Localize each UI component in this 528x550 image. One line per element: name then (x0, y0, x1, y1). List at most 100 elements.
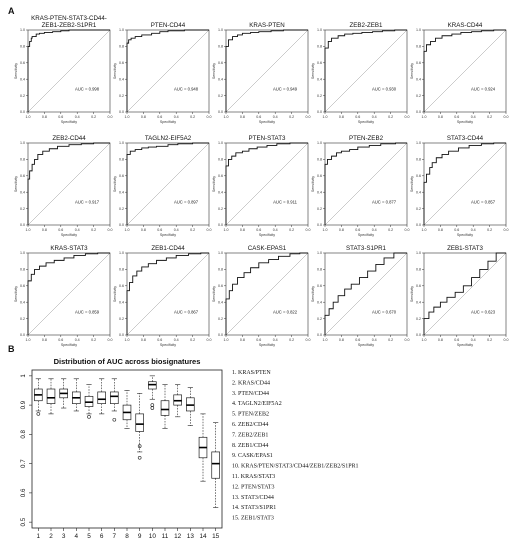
roc-panel: STAT3-S1PR1 AUC = 0.670 1.0 0.8 0.6 0.4 0.2 0.0… (311, 245, 410, 347)
y-tick-label: 1.0 (218, 251, 223, 255)
x-tick-label: 11 (162, 533, 169, 540)
auc-label: AUC = 0.859 (75, 310, 100, 315)
y-tick-label: 1.0 (119, 141, 124, 145)
legend-item: 4. TAGLN2/EIF5A2 (232, 401, 282, 407)
roc-panel: ZEB2-ZEB1 AUC = 0.930 1.0 0.8 0.6 0.4 0.2 0.0 0.… (311, 22, 410, 124)
x-tick-label: 0.4 (471, 115, 476, 119)
x-tick-label: 0.4 (75, 228, 80, 232)
iqr-box (46, 388, 56, 404)
x-tick-label: 0.8 (438, 338, 443, 342)
roc-title: ZEB1-CD44 (151, 245, 185, 252)
outlier-point (150, 403, 155, 407)
y-tick-label: 0.4 (20, 300, 25, 304)
y-tick-label: 1.0 (317, 251, 322, 255)
x-axis-label: Specificity (160, 343, 176, 347)
legend-item: 9. CASK/EPAS1 (232, 453, 273, 459)
y-tick-label: 0.6 (218, 284, 223, 288)
legend-item: 7. ZEB2/ZEB1 (232, 432, 268, 438)
x-tick-label: 0.0 (207, 228, 212, 232)
y-tick-label: 0.8 (416, 268, 421, 272)
legend-item: 15. ZEB1/STAT3 (232, 516, 274, 522)
reference-diagonal (225, 29, 309, 113)
y-axis-label: Sensitivity (311, 286, 315, 302)
x-tick-label: 0.4 (372, 338, 377, 342)
x-tick-label: 13 (187, 533, 195, 540)
x-tick-label: 0.2 (388, 228, 393, 232)
x-tick-label: 0.0 (405, 228, 410, 232)
x-tick-label: 1.0 (224, 228, 229, 232)
x-tick-label: 8 (125, 533, 129, 540)
x-tick-label: 0.0 (405, 115, 410, 119)
y-tick-label: 0.8 (20, 158, 25, 162)
reference-diagonal (423, 142, 507, 226)
x-tick-label: 2 (49, 533, 53, 540)
roc-title: KRAS-PTEN (249, 22, 284, 29)
y-tick-label: 0.4 (317, 190, 322, 194)
iqr-box (97, 391, 106, 404)
y-tick-label: 0.8 (416, 158, 421, 162)
x-tick-label: 3 (62, 533, 66, 540)
auc-label: AUC = 0.930 (372, 87, 397, 92)
x-tick-label: 1.0 (26, 228, 31, 232)
y-axis-label: Sensitivity (311, 63, 315, 79)
x-tick-label: 7 (113, 533, 117, 540)
x-tick-label: 0.0 (108, 228, 113, 232)
x-tick-label: 1 (37, 533, 41, 540)
y-tick-label: 0.8 (317, 268, 322, 272)
y-tick-label: 0.6 (119, 61, 124, 65)
y-tick-label: 0.4 (119, 190, 124, 194)
y-tick-label: 0.0 (119, 333, 124, 337)
y-tick-label: 0.4 (20, 77, 25, 81)
roc-curve (126, 29, 209, 112)
x-tick-label: 0.6 (256, 228, 261, 232)
y-tick-label: 1.0 (20, 28, 25, 32)
y-axis-label: Sensitivity (410, 176, 414, 192)
outlier-point (112, 417, 117, 422)
x-tick-label: 0.4 (174, 228, 179, 232)
y-tick-label: 0.8 (416, 45, 421, 49)
y-axis-label: Sensitivity (14, 176, 18, 192)
y-tick-label: 1.0 (119, 28, 124, 32)
auc-label: AUC = 0.948 (174, 87, 199, 92)
y-tick-label: 0.0 (317, 110, 322, 114)
x-tick-label: 1.0 (323, 338, 328, 342)
x-tick-label: 0.8 (240, 115, 245, 119)
roc-curve (225, 252, 308, 335)
legend-item: 13. STAT3/CD44 (232, 495, 274, 501)
x-tick-label: 0.0 (405, 338, 410, 342)
reference-diagonal (126, 29, 210, 113)
y-tick-label: 0.6 (119, 174, 124, 178)
legend-item: 12. PTEN/STAT3 (232, 484, 275, 490)
roc-panel: KRAS-PTEN AUC = 0.949 1.0 0.8 0.6 0.4 0.2 0.0 0.… (212, 22, 311, 124)
y-tick-label: 0.8 (20, 268, 25, 272)
x-axis-label: Specificity (457, 120, 473, 124)
auc-label: AUC = 0.867 (174, 310, 199, 315)
roc-panel: CASK-EPAS1 AUC = 0.822 1.0 0.8 0.6 0.4 0.2 0.0 0… (212, 245, 311, 347)
roc-curve (423, 142, 506, 225)
x-tick-label: 0.2 (190, 228, 195, 232)
legend-item: 3. PTEN/CD44 (232, 391, 269, 397)
auc-label: AUC = 0.897 (174, 200, 199, 205)
roc-curve (324, 252, 407, 335)
box-item: 10 (148, 375, 157, 540)
x-tick-label: 1.0 (323, 115, 328, 119)
biosignature-legend: 1. KRAS/PTEN 2. KRAS/CD44 3. PTEN/CD44 4. T… (232, 370, 359, 522)
y-tick-label: 0.0 (20, 333, 25, 337)
y-tick-label: 0.6 (416, 61, 421, 65)
iqr-box (110, 391, 119, 404)
x-axis-label: Specificity (358, 233, 374, 237)
reference-diagonal (324, 252, 408, 336)
y-tick-label: 0.2 (119, 317, 124, 321)
outlier-point (137, 444, 142, 448)
y-tick-label: 0.4 (20, 190, 25, 194)
iqr-box (160, 400, 170, 416)
y-axis-label: Sensitivity (113, 63, 117, 79)
x-tick-label: 0.8 (42, 338, 47, 342)
x-tick-label: 0.2 (91, 338, 96, 342)
x-axis-label: Specificity (457, 343, 473, 347)
x-tick-label: 0.0 (306, 338, 311, 342)
x-tick-label: 12 (174, 533, 182, 540)
x-tick-label: 0.4 (273, 115, 278, 119)
x-axis-label: Specificity (61, 233, 77, 237)
box-item: 15 (211, 422, 220, 540)
